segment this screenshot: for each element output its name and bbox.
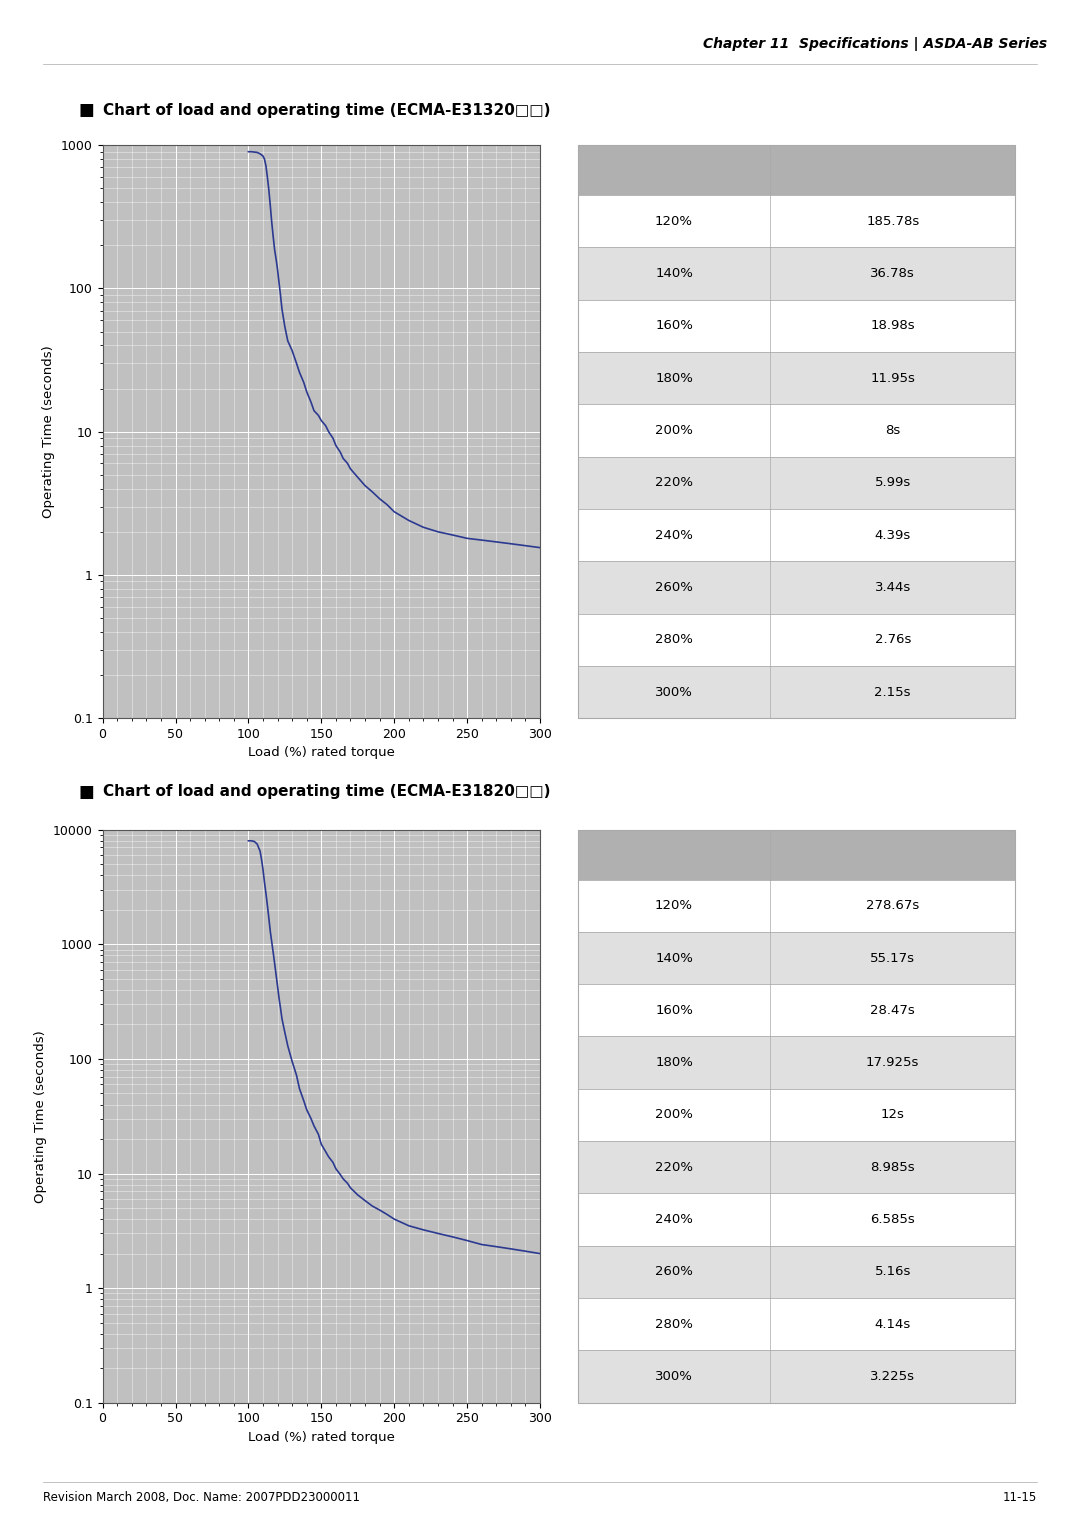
Text: Operating
Time: Operating Time [860,834,927,863]
Text: 280%: 280% [656,633,693,646]
Text: 5.16s: 5.16s [875,1265,910,1279]
Text: 5.99s: 5.99s [875,477,910,489]
Text: 220%: 220% [656,477,693,489]
Text: 4.39s: 4.39s [875,529,910,541]
Text: 28.47s: 28.47s [870,1004,915,1016]
X-axis label: Load (%) rated torque: Load (%) rated torque [248,1432,394,1444]
Text: 185.78s: 185.78s [866,214,919,228]
Text: 140%: 140% [656,952,693,964]
Text: 240%: 240% [656,529,693,541]
Text: ■: ■ [79,101,95,119]
Text: Load: Load [658,848,690,862]
Text: 3.225s: 3.225s [870,1371,915,1383]
Text: 120%: 120% [656,898,693,912]
Text: 180%: 180% [656,371,693,385]
Text: 300%: 300% [656,1371,693,1383]
Text: 4.14s: 4.14s [875,1317,910,1331]
Text: 200%: 200% [656,423,693,437]
Text: 6.585s: 6.585s [870,1213,915,1225]
Text: 160%: 160% [656,1004,693,1016]
Text: Load: Load [658,163,690,177]
Text: 160%: 160% [656,319,693,332]
Text: 240%: 240% [656,1213,693,1225]
Text: 8s: 8s [886,423,901,437]
Text: Chart of load and operating time (ECMA-E31820□□): Chart of load and operating time (ECMA-E… [103,784,550,799]
Y-axis label: Operating Time (seconds): Operating Time (seconds) [35,1030,48,1203]
Text: 2.76s: 2.76s [875,633,910,646]
Text: 11.95s: 11.95s [870,371,915,385]
Text: 8.985s: 8.985s [870,1161,915,1174]
Text: ■: ■ [79,782,95,801]
Text: 300%: 300% [656,686,693,698]
Text: 180%: 180% [656,1056,693,1070]
Text: 12s: 12s [881,1108,905,1122]
Text: 55.17s: 55.17s [870,952,915,964]
Text: Chart of load and operating time (ECMA-E31320□□): Chart of load and operating time (ECMA-E… [103,102,550,118]
Text: 220%: 220% [656,1161,693,1174]
Text: 120%: 120% [656,214,693,228]
Text: Operating
Time: Operating Time [860,150,927,179]
Text: 260%: 260% [656,1265,693,1279]
Text: 18.98s: 18.98s [870,319,915,332]
X-axis label: Load (%) rated torque: Load (%) rated torque [248,747,394,759]
Text: 3.44s: 3.44s [875,581,910,594]
Text: 36.78s: 36.78s [870,267,915,280]
Text: 140%: 140% [656,267,693,280]
Text: 11-15: 11-15 [1002,1490,1037,1504]
Text: 200%: 200% [656,1108,693,1122]
Text: 2.15s: 2.15s [875,686,910,698]
Y-axis label: Operating Time (seconds): Operating Time (seconds) [42,345,55,518]
Text: 260%: 260% [656,581,693,594]
Text: Revision March 2008, Doc. Name: 2007PDD23000011: Revision March 2008, Doc. Name: 2007PDD2… [43,1490,361,1504]
Text: Chapter 11  Specifications | ASDA-AB Series: Chapter 11 Specifications | ASDA-AB Seri… [703,37,1048,50]
Text: 17.925s: 17.925s [866,1056,919,1070]
Text: 278.67s: 278.67s [866,898,919,912]
Text: 280%: 280% [656,1317,693,1331]
